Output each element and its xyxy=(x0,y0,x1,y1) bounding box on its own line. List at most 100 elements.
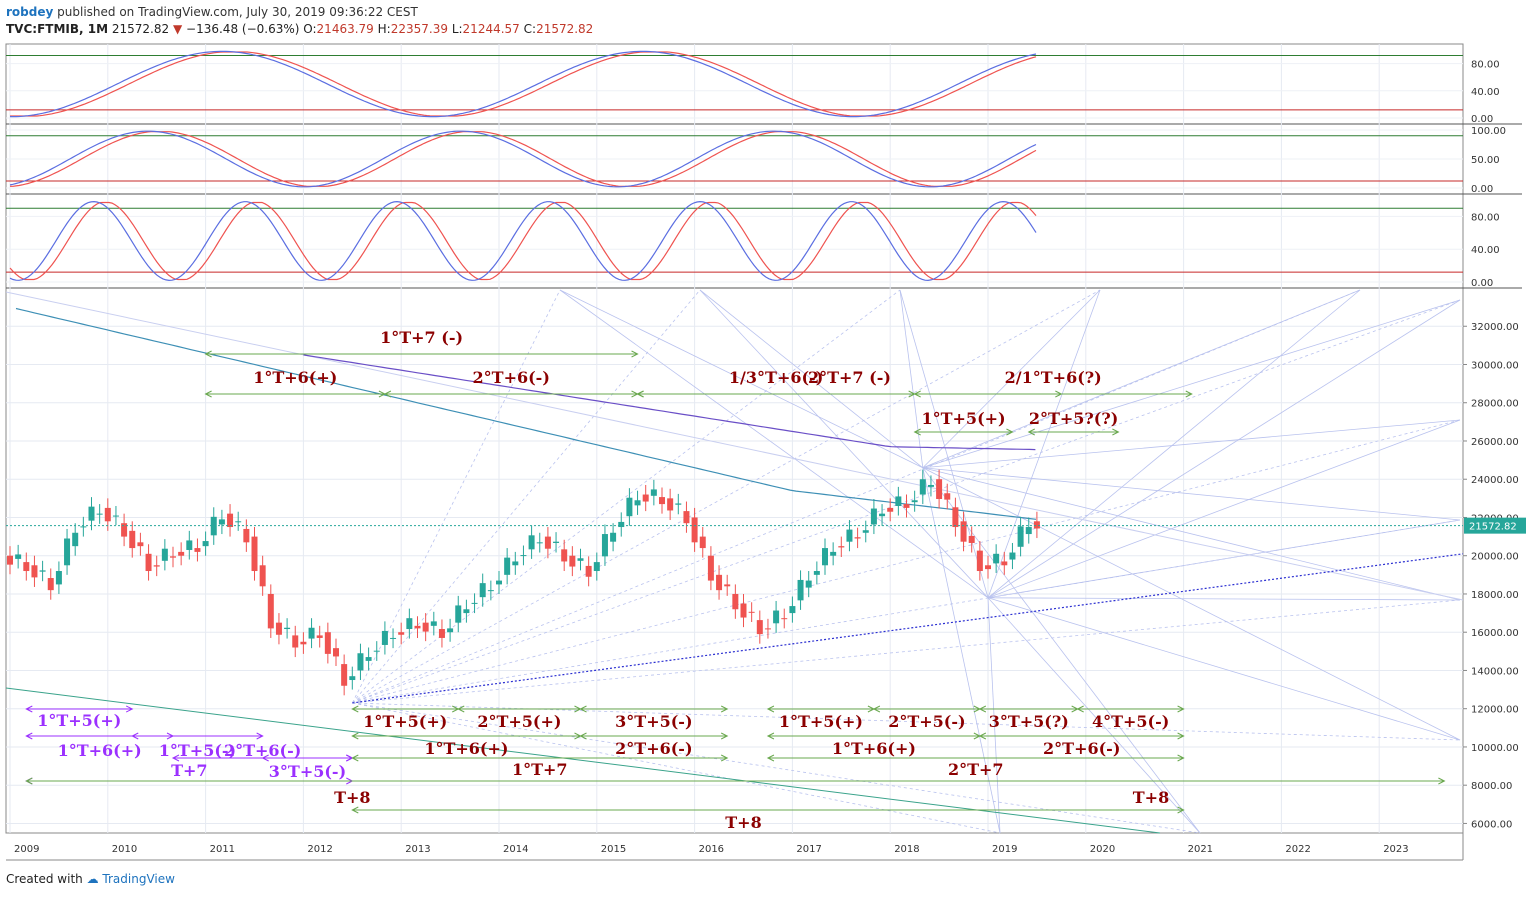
up-candle xyxy=(789,606,796,614)
fan-line xyxy=(987,597,1001,834)
cycle-annotations: 1°T+7 (-) 2°T+7 (-) 1°T+6(+) 2°T+6(-) 1/3°T+… xyxy=(25,328,1446,832)
high-label: H: xyxy=(377,22,391,36)
down-candle xyxy=(740,603,747,618)
arrow-head-icon xyxy=(1027,428,1035,436)
down-candle xyxy=(659,497,665,505)
cycle-label: 2°T+6(-) xyxy=(473,368,550,387)
fan-line xyxy=(922,467,1461,741)
up-candle xyxy=(553,541,560,543)
last-price: 21572.82 xyxy=(111,22,170,36)
down-candle xyxy=(691,517,698,543)
down-candle xyxy=(145,553,152,572)
x-tick-label: 2017 xyxy=(796,844,821,855)
up-candle xyxy=(72,532,79,547)
fan-line xyxy=(352,702,1461,741)
osc-tick-label: 80.00 xyxy=(1471,212,1500,223)
arrow-head-icon xyxy=(126,705,134,713)
arrow-head-icon xyxy=(766,732,775,740)
down-candle xyxy=(104,507,111,522)
up-candle xyxy=(308,627,315,639)
author-link[interactable]: robdey xyxy=(6,5,54,19)
fan-line xyxy=(352,599,1461,704)
cycle-label: 1°T+6(+) xyxy=(832,739,916,758)
up-candle xyxy=(911,500,918,503)
down-candle xyxy=(1033,521,1040,529)
down-candle xyxy=(316,635,323,638)
fan-line xyxy=(352,289,1361,704)
oscillator-panels xyxy=(6,50,1463,282)
publish-line: robdey published on TradingView.com, Jul… xyxy=(6,5,418,19)
fan-line xyxy=(987,289,1361,599)
arrow-head-icon xyxy=(351,754,359,762)
down-candle xyxy=(259,565,266,587)
last-price-tag-label: 21572.82 xyxy=(1469,522,1517,533)
low-value: 21244.57 xyxy=(462,22,520,36)
arrow-head-icon xyxy=(631,350,639,358)
up-candle xyxy=(447,628,454,633)
arrow-head-icon xyxy=(913,428,921,436)
arrow-head-icon xyxy=(351,806,359,814)
y-tick-label: 8000.00 xyxy=(1471,781,1512,792)
moving-average-line xyxy=(303,354,1036,451)
up-candle xyxy=(202,541,209,547)
axis-labels: 2009 2010 2011 2012 2013 2014 2015 2016 2017 2018… xyxy=(14,60,1526,855)
arrow-head-icon xyxy=(256,732,264,740)
down-candle xyxy=(129,530,136,549)
down-candle xyxy=(292,635,299,648)
down-candle xyxy=(1001,561,1008,566)
cycle-label: 2°T+5(+) xyxy=(477,712,561,731)
down-candle xyxy=(170,556,176,558)
close-value: 21572.82 xyxy=(536,22,594,36)
arrow-head-icon xyxy=(636,390,644,398)
arrow-head-icon xyxy=(872,705,881,713)
arrow-head-icon xyxy=(720,754,729,762)
up-candle xyxy=(919,479,926,495)
tradingview-logo-icon: ☁ xyxy=(86,872,99,886)
fan-line xyxy=(922,467,1461,601)
up-candle xyxy=(536,542,543,544)
fan-line xyxy=(922,467,1201,834)
cycle-label: 1°T+5(+) xyxy=(37,711,121,730)
tradingview-brand[interactable]: TradingView xyxy=(102,872,175,886)
down-candle xyxy=(47,578,54,591)
down-candle xyxy=(764,628,771,630)
cycle-label: 2°T+6(-) xyxy=(224,741,301,760)
down-candle xyxy=(952,507,959,528)
y-tick-label: 16000.00 xyxy=(1471,628,1519,639)
up-candle xyxy=(1017,526,1024,547)
arrow-head-icon xyxy=(978,732,987,740)
cycle-label: T+8 xyxy=(334,788,370,807)
down-candle xyxy=(683,511,690,524)
fan-line xyxy=(352,289,1101,704)
up-candle xyxy=(55,571,62,585)
up-candle xyxy=(88,506,95,521)
down-candle xyxy=(227,513,234,528)
arrow-head-icon xyxy=(1177,732,1185,740)
x-tick-label: 2018 xyxy=(894,844,919,855)
up-candle xyxy=(349,676,356,681)
cycle-label: 2°T+6(-) xyxy=(1043,739,1120,758)
arrow-head-icon xyxy=(25,732,33,740)
arrow-head-icon xyxy=(579,705,587,713)
arrow-head-icon xyxy=(351,732,359,740)
stoch-k-line xyxy=(9,130,1037,188)
down-candle xyxy=(121,523,128,537)
gridlines xyxy=(6,44,1463,833)
y-tick-label: 28000.00 xyxy=(1471,399,1519,410)
fan-line xyxy=(699,289,924,469)
y-tick-label: 30000.00 xyxy=(1471,360,1519,371)
arrow-head-icon xyxy=(383,390,392,398)
up-candle xyxy=(487,590,494,592)
down-candle xyxy=(7,555,13,565)
y-tick-label: 20000.00 xyxy=(1471,552,1519,563)
up-candle xyxy=(870,508,877,525)
up-candle xyxy=(675,503,682,505)
up-candle xyxy=(1025,527,1032,535)
candlesticks xyxy=(6,469,1463,696)
down-candle xyxy=(699,536,706,549)
up-candle xyxy=(626,497,633,517)
x-tick-label: 2011 xyxy=(210,844,235,855)
down-candle xyxy=(944,493,951,500)
x-tick-label: 2022 xyxy=(1285,844,1310,855)
